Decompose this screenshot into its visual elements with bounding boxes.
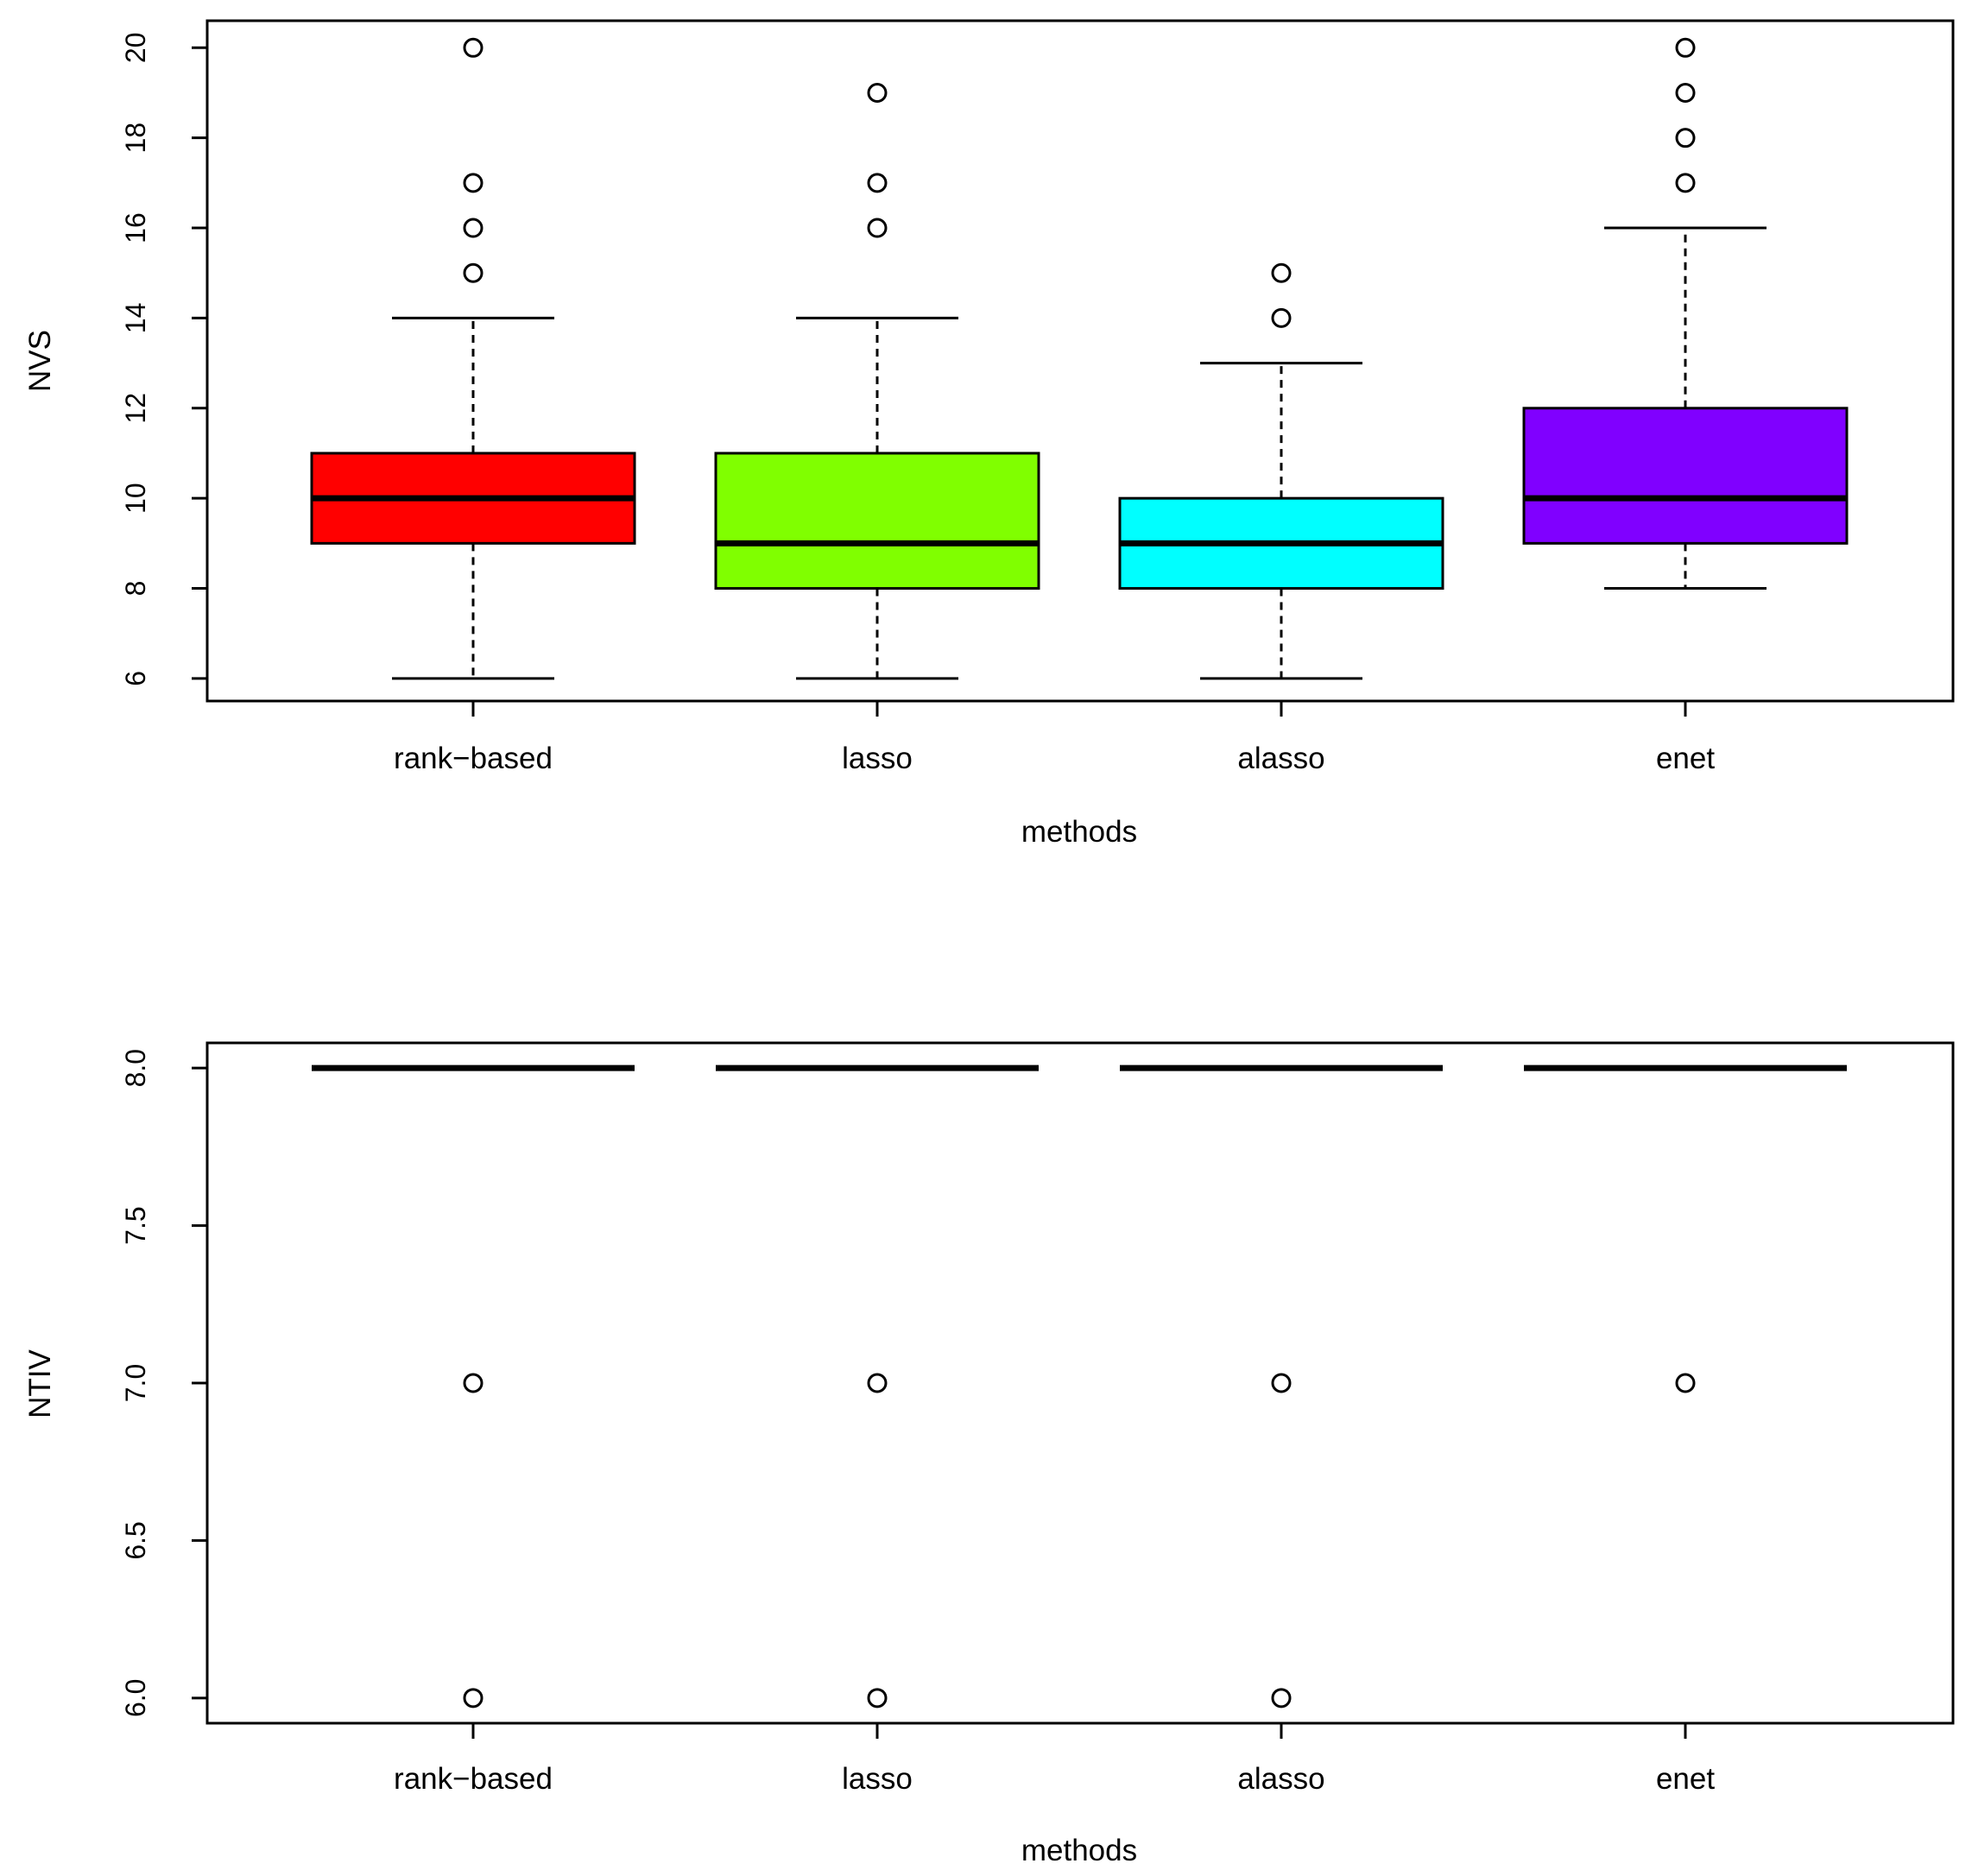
outlier-point [463,173,484,193]
ntiv-box-0 [312,1064,635,1709]
nvs-category-label: alasso [1237,742,1324,775]
outlier-point [1271,1688,1292,1709]
outlier-point [867,82,888,103]
nvs-y-tick-label: 16 [120,212,151,243]
nvs-y-tick-label: 12 [120,393,151,424]
ntiv-y-tick-label: 7.5 [120,1206,151,1244]
outlier-point [867,1688,888,1709]
nvs-category-label: lasso [842,742,913,775]
ntiv-box-2 [1120,1064,1443,1709]
outlier-point [867,218,888,238]
outlier-point [463,1688,484,1709]
outlier-point [1675,82,1696,103]
nvs-box-3 [1522,37,1849,591]
nvs-y-tick-label: 8 [120,581,151,597]
nvs-box-2 [1118,262,1444,680]
nvs-y-tick-label: 6 [120,671,151,686]
outlier-point [1271,262,1292,283]
nvs-y-tick-label: 20 [120,33,151,64]
ntiv-y-axis-title: NTIV [23,1349,57,1418]
nvs-category-label: enet [1656,742,1715,775]
ntiv-category-label: alasso [1237,1762,1324,1796]
outlier-point [463,218,484,238]
nvs-y-tick-label: 14 [120,303,151,334]
ntiv-box-3 [1524,1064,1847,1393]
nvs-boxplot-panel: methods NVS 6 8 10 12 14 16 18 20 rank−based lass… [23,19,1955,849]
ntiv-category-label: lasso [842,1762,913,1796]
ntiv-y-tick-label: 6.5 [120,1521,151,1559]
outlier-point [1675,173,1696,193]
outlier-point [1675,128,1696,148]
ntiv-category-label: rank−based [394,1762,553,1796]
ntiv-y-tick-label: 7.0 [120,1364,151,1402]
ntiv-box-1 [716,1064,1039,1709]
nvs-x-axis-title: methods [1021,815,1137,849]
nvs-y-tick-label: 10 [120,483,151,514]
ntiv-category-label: enet [1656,1762,1715,1796]
iqr-box [1522,407,1849,545]
outlier-point [1675,37,1696,58]
ntiv-boxplot-panel: methods NTIV 6.0 6.5 7.0 7.5 8.0 rank−based la… [23,1041,1955,1867]
outlier-point [867,173,888,193]
outlier-point [867,1373,888,1393]
nvs-plot-frame [205,19,1955,703]
nvs-y-tick-label: 18 [120,123,151,154]
outlier-point [463,262,484,283]
nvs-y-axis-title: NVS [23,330,57,392]
ntiv-y-tick-label: 8.0 [120,1049,151,1087]
outlier-point [1271,1373,1292,1393]
iqr-box [714,452,1040,591]
outlier-point [463,37,484,58]
outlier-point [1271,307,1292,328]
outlier-point [1675,1373,1696,1393]
ntiv-y-tick-label: 6.0 [120,1679,151,1717]
nvs-box-0 [310,37,636,680]
nvs-category-label: rank−based [394,742,553,775]
nvs-box-1 [714,82,1040,680]
ntiv-x-axis-title: methods [1021,1834,1137,1867]
outlier-point [463,1373,484,1393]
